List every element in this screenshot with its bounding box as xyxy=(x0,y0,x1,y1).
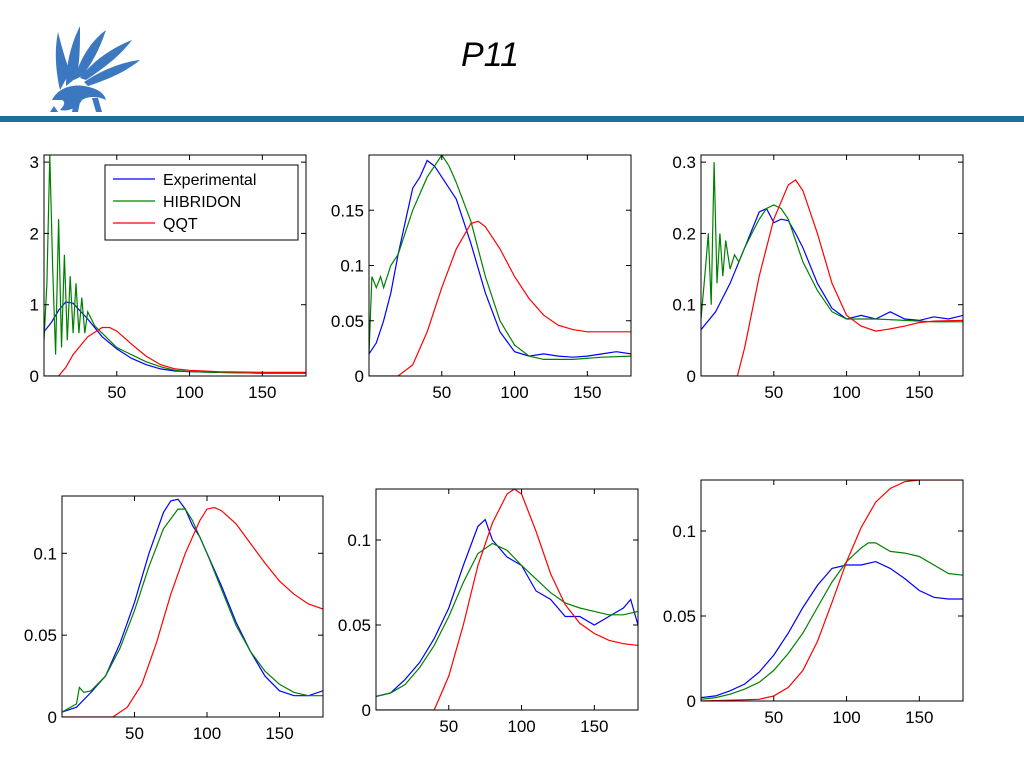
plot-frame xyxy=(61,495,324,718)
legend-label-experimental: Experimental xyxy=(163,172,256,189)
x-tick-label: 50 xyxy=(764,383,783,402)
x-tick-label: 150 xyxy=(905,383,933,402)
x-tick-label: 150 xyxy=(573,383,601,402)
y-tick-label: 0.3 xyxy=(672,153,696,172)
y-tick-label: 0 xyxy=(48,708,57,727)
y-tick-label: 0.1 xyxy=(347,531,371,550)
legend-box xyxy=(104,164,299,241)
plot-frame xyxy=(375,488,639,711)
plot-frame xyxy=(700,154,964,377)
series-line-qqt xyxy=(369,220,631,376)
chart-legend: Experimental HIBRIDON QQT xyxy=(104,164,299,241)
series-line-experimental xyxy=(701,560,963,699)
x-tick-label: 100 xyxy=(175,383,203,402)
y-tick-label: 1 xyxy=(30,296,39,315)
series-line-hibridon xyxy=(62,508,323,713)
chart-4: 50 100 150 0 0.05 0.1 xyxy=(24,495,324,743)
chart-6: 50 100 150 0 0.05 0.1 xyxy=(663,479,964,727)
plot-frame xyxy=(43,154,307,377)
x-tick-label: 100 xyxy=(832,383,860,402)
griffin-logo-icon xyxy=(50,26,140,112)
x-tick-label: 50 xyxy=(764,708,783,727)
x-tick-label: 50 xyxy=(439,717,458,736)
series-line-hibridon xyxy=(701,542,963,700)
series-line-qqt xyxy=(62,506,323,717)
series-line-hibridon xyxy=(701,162,963,323)
plot-frame xyxy=(700,479,964,702)
x-tick-label: 50 xyxy=(125,724,144,743)
series-line-qqt xyxy=(376,489,638,710)
series-line-qqt xyxy=(701,480,963,701)
series-line-experimental xyxy=(376,518,638,697)
y-tick-label: 0.1 xyxy=(33,544,57,563)
x-tick-label: 100 xyxy=(507,717,535,736)
y-tick-label: 3 xyxy=(30,153,39,172)
x-tick-label: 50 xyxy=(432,383,451,402)
series-line-hibridon xyxy=(369,155,631,360)
x-tick-label: 100 xyxy=(832,708,860,727)
title-divider xyxy=(0,116,1024,122)
legend-label-qqt: QQT xyxy=(163,216,198,233)
chart-5: 50 100 150 0 0.05 0.1 xyxy=(338,488,639,736)
series-line-experimental xyxy=(701,207,963,331)
chart-1: 50 100 150 0 1 2 3 Experimental HIBRIDON QQT xyxy=(30,153,307,402)
x-tick-label: 150 xyxy=(265,724,293,743)
y-tick-label: 0.05 xyxy=(24,626,57,645)
chart-3: 50 100 150 0 0.1 0.2 0.3 xyxy=(672,153,964,402)
plot-frame xyxy=(368,154,632,377)
y-tick-label: 0 xyxy=(687,692,696,711)
y-tick-label: 0.1 xyxy=(340,257,364,276)
x-tick-label: 50 xyxy=(107,383,126,402)
y-tick-label: 0 xyxy=(355,367,364,386)
series-line-hibridon xyxy=(376,542,638,697)
x-tick-label: 100 xyxy=(193,724,221,743)
series-line-qqt xyxy=(44,326,306,376)
y-tick-label: 0.1 xyxy=(672,296,696,315)
x-tick-label: 150 xyxy=(248,383,276,402)
x-tick-label: 150 xyxy=(905,708,933,727)
y-tick-label: 0.1 xyxy=(672,522,696,541)
legend-label-hibridon: HIBRIDON xyxy=(163,194,241,211)
series-line-experimental xyxy=(62,498,323,713)
x-tick-label: 100 xyxy=(500,383,528,402)
y-tick-label: 2 xyxy=(30,224,39,243)
chart-2: 50 100 150 0 0.05 0.1 0.15 xyxy=(331,154,632,402)
y-tick-label: 0.2 xyxy=(672,224,696,243)
y-tick-label: 0.05 xyxy=(331,312,364,331)
series-line-experimental xyxy=(369,159,631,358)
y-tick-label: 0.05 xyxy=(338,616,371,635)
x-tick-label: 150 xyxy=(580,717,608,736)
series-line-qqt xyxy=(701,179,963,376)
y-tick-label: 0 xyxy=(362,701,371,720)
slide-title: P11 xyxy=(461,36,519,74)
y-tick-label: 0.05 xyxy=(663,607,696,626)
series-line-hibridon xyxy=(44,155,306,374)
y-tick-label: 0.15 xyxy=(331,201,364,220)
y-tick-label: 0 xyxy=(687,367,696,386)
y-tick-label: 0 xyxy=(30,367,39,386)
